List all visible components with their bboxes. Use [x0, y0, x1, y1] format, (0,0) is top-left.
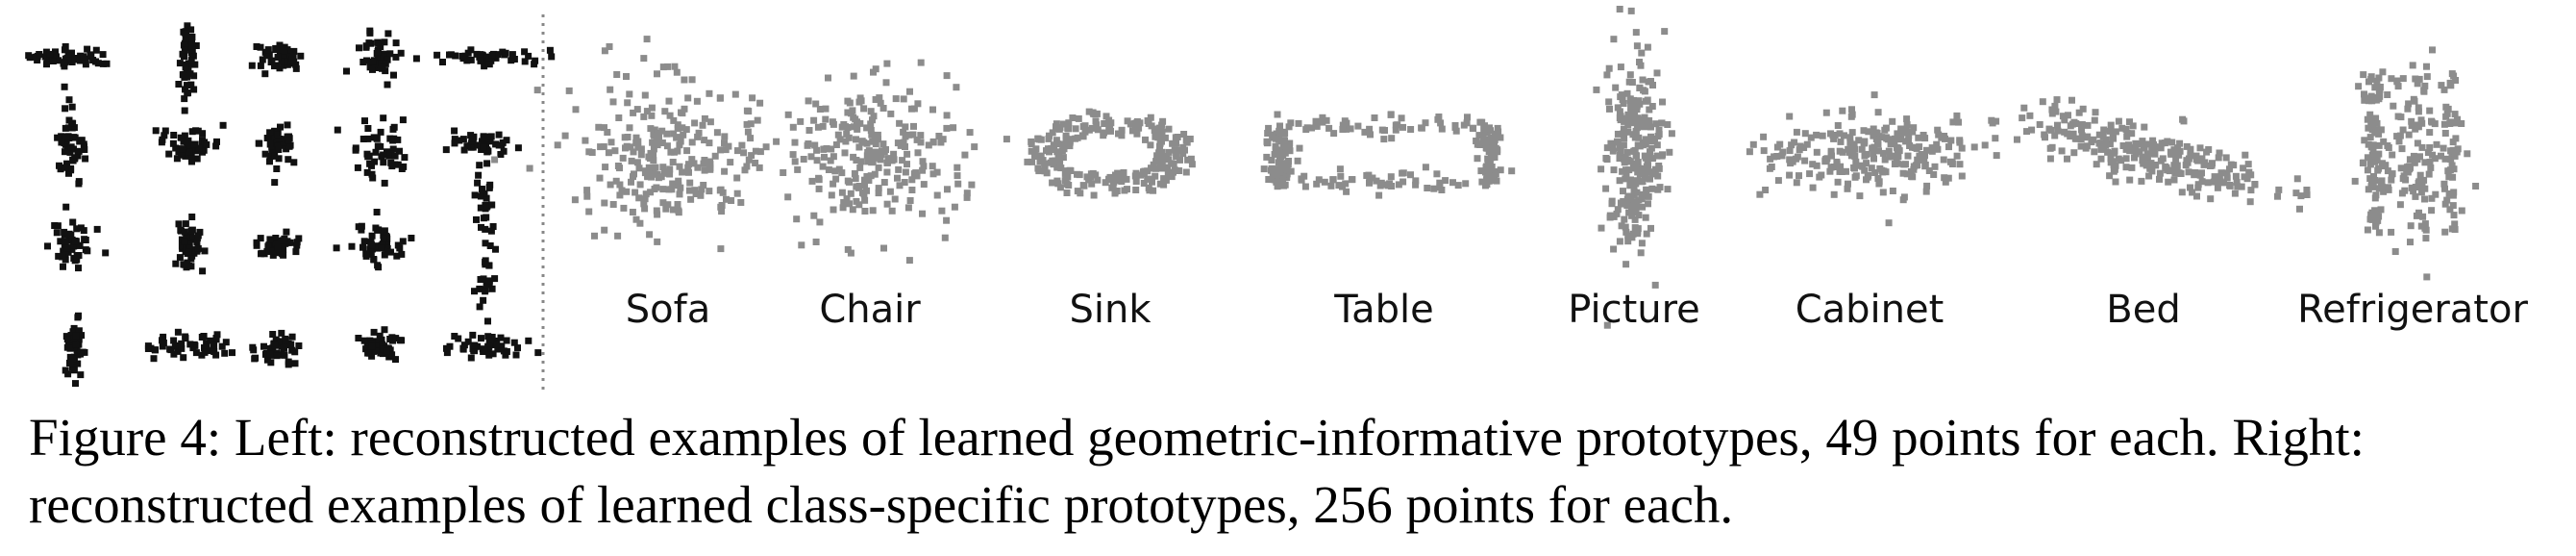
class-label-bed: Bed — [2106, 288, 2180, 332]
figure-canvas: Sofa Chair Sink Table Picture Cabinet Bed Refri… — [25, 6, 2528, 390]
geometric-prototypes-grid — [25, 22, 556, 388]
geometric-prototype-3-1 — [144, 328, 235, 363]
figure-caption: Figure 4: Left: reconstructed examples o… — [29, 404, 2557, 539]
geometric-prototype-2-1 — [172, 214, 209, 275]
prototype-sink — [1024, 108, 1196, 199]
geometric-prototype-2-0 — [44, 203, 110, 272]
caption-text: Figure 4: Left: reconstructed examples o… — [29, 408, 2365, 534]
prototype-bed — [1953, 96, 2311, 213]
class-label-chair: Chair — [819, 288, 921, 332]
geometric-prototype-0-3 — [343, 27, 405, 88]
geometric-prototype-1-4 — [442, 127, 522, 158]
geometric-prototype-1-0 — [54, 83, 89, 188]
prototype-table — [1260, 111, 1516, 199]
prototype-refrigerator — [2351, 46, 2480, 281]
figure-4: Sofa Chair Sink Table Picture Cabinet Bed Refri… — [25, 6, 2528, 390]
geometric-prototype-0-1 — [175, 22, 200, 114]
geometric-prototype-3-2 — [249, 329, 303, 368]
geometric-prototype-1-2 — [255, 121, 298, 187]
prototype-sofa — [491, 36, 799, 253]
prototype-picture — [1593, 6, 1675, 329]
geometric-prototype-0-2 — [248, 41, 305, 78]
class-label-table: Table — [1333, 288, 1433, 332]
class-label-sofa: Sofa — [626, 288, 710, 332]
geometric-prototype-3-3 — [355, 326, 406, 364]
class-label-picture: Picture — [1568, 288, 1700, 332]
class-specific-prototypes: Sofa Chair Sink Table Picture Cabinet Bed Refri… — [491, 6, 2528, 332]
geometric-prototype-1-1 — [152, 121, 227, 165]
geometric-prototype-1-3 — [334, 114, 409, 187]
geometric-prototype-2-2 — [253, 228, 303, 259]
geometric-prototype-3-4 — [443, 331, 542, 362]
prototype-cabinet — [1746, 91, 2048, 227]
geometric-prototype-3-0 — [62, 312, 88, 388]
class-label-cabinet: Cabinet — [1796, 288, 1944, 332]
class-label-refrigerator: Refrigerator — [2297, 288, 2528, 332]
prototype-chair — [728, 59, 1010, 265]
geometric-prototype-0-0 — [25, 43, 111, 70]
geometric-prototype-2-4 — [471, 160, 499, 325]
class-label-sink: Sink — [1069, 288, 1152, 332]
geometric-prototype-2-3 — [333, 209, 415, 271]
geometric-prototype-0-4 — [412, 46, 556, 70]
